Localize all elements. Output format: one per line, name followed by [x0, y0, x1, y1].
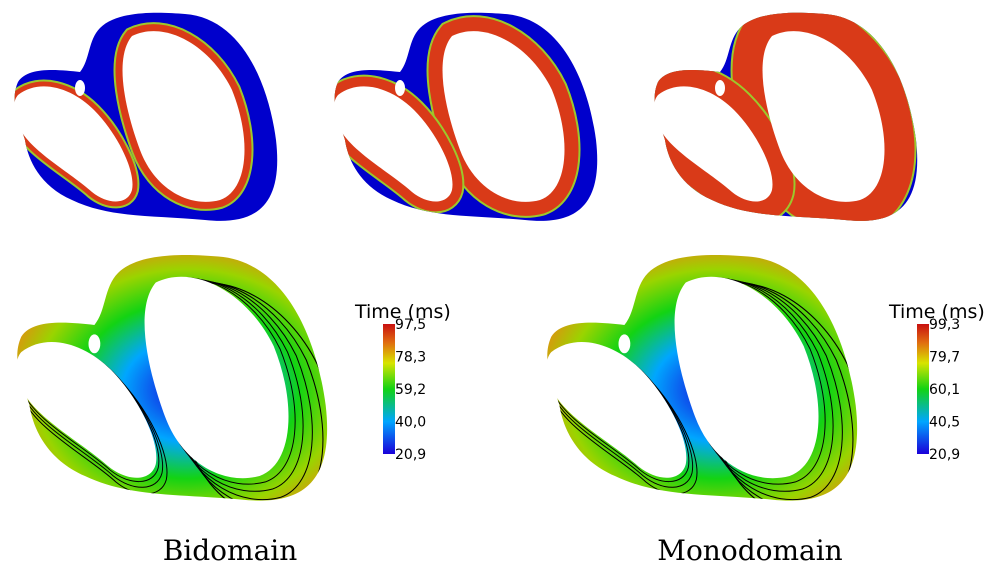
activation-map-bidomain: [16, 255, 328, 501]
colorbar-tick-label: 20,9: [395, 447, 426, 463]
colorbar-tick-label: 40,5: [929, 415, 960, 431]
colorbar-gradient: [383, 324, 395, 454]
colorbar-tick-label: 40,0: [395, 415, 426, 431]
colorbar-title: Time (ms): [354, 301, 451, 323]
vessel-hole: [75, 80, 85, 96]
colorbar-tick-label: 99,3: [929, 317, 960, 333]
colorbar-tick-label: 59,2: [395, 382, 426, 398]
vessel-hole: [88, 334, 101, 354]
colorbar-gradient: [917, 324, 929, 454]
colorbar-title: Time (ms): [888, 301, 985, 323]
colorbar-bidomain: Time (ms)97,5 78,3 59,2 40,0 20,9: [354, 301, 451, 463]
colorbar-monodomain: Time (ms)99,3 79,7 60,1 40,5 20,9: [888, 301, 985, 463]
snapshot-late: [654, 12, 918, 221]
colorbar-tick-label: 78,3: [395, 350, 426, 366]
colorbar-tick-label: 79,7: [929, 350, 960, 366]
vessel-hole: [395, 80, 405, 96]
vessel-hole: [618, 334, 631, 354]
colorbar-tick-label: 60,1: [929, 382, 960, 398]
vessel-hole: [715, 80, 725, 96]
snapshot-mid: [334, 12, 598, 221]
snapshot-row: [14, 12, 918, 221]
snapshot-early: [14, 12, 278, 221]
caption-bidomain: Bidomain: [163, 534, 298, 567]
colorbar-tick-label: 20,9: [929, 447, 960, 463]
caption-monodomain: Monodomain: [657, 534, 842, 567]
activation-map-monodomain: [546, 255, 858, 501]
colorbar-tick-label: 97,5: [395, 317, 426, 333]
